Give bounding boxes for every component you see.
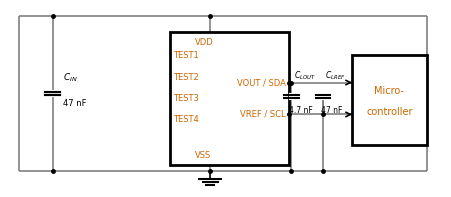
Text: TEST4: TEST4: [173, 115, 198, 124]
Text: 47 nF: 47 nF: [320, 106, 341, 115]
Text: Micro-: Micro-: [373, 86, 403, 96]
Text: 47 nF: 47 nF: [63, 99, 86, 108]
Text: $C_{LOUT}$: $C_{LOUT}$: [293, 69, 315, 82]
Text: TEST2: TEST2: [173, 73, 198, 82]
Text: VSS: VSS: [194, 151, 210, 160]
Text: VOUT / SDA: VOUT / SDA: [236, 78, 285, 87]
Bar: [351, 56, 426, 145]
Text: $C_{LREF}$: $C_{LREF}$: [324, 69, 345, 82]
Text: $C_{IN}$: $C_{IN}$: [63, 72, 78, 84]
Bar: [169, 32, 289, 165]
Text: 4.7 nF: 4.7 nF: [289, 106, 312, 115]
Text: VREF / SCL: VREF / SCL: [239, 110, 285, 119]
Text: controller: controller: [365, 107, 412, 117]
Text: TEST3: TEST3: [173, 94, 199, 103]
Text: TEST1: TEST1: [173, 51, 198, 60]
Text: VDD: VDD: [194, 38, 213, 47]
